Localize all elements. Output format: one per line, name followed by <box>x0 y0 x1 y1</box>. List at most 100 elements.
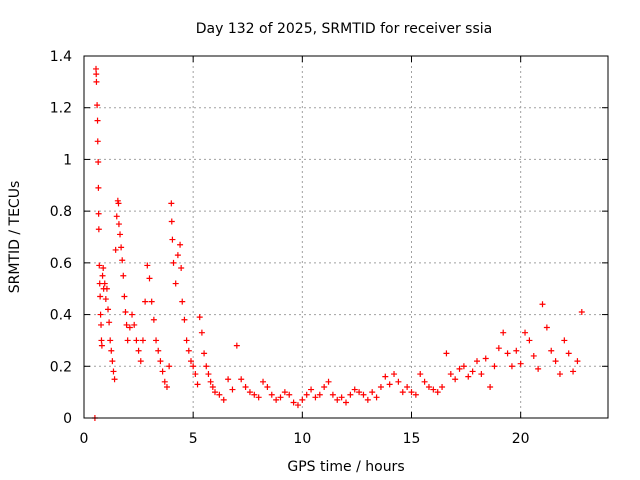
data-point <box>539 301 546 308</box>
chart-title: Day 132 of 2025, SRMTID for receiver ssi… <box>196 21 492 37</box>
data-point <box>103 285 110 292</box>
data-point <box>343 399 349 406</box>
data-point <box>118 244 125 251</box>
data-point <box>183 337 190 344</box>
data-point <box>198 329 205 336</box>
data-point <box>105 306 112 313</box>
data-point <box>98 337 105 344</box>
data-point <box>139 337 146 344</box>
data-point <box>157 358 164 365</box>
data-point <box>225 376 232 383</box>
data-point <box>246 389 253 396</box>
data-point <box>133 337 140 344</box>
data-point <box>482 355 489 362</box>
data-point <box>121 293 128 300</box>
data-point <box>172 280 179 287</box>
data-point <box>404 383 411 390</box>
x-tick-label: 5 <box>189 431 198 447</box>
data-point <box>94 102 101 109</box>
grid <box>84 56 608 418</box>
data-point <box>556 371 563 378</box>
data-point <box>308 386 315 393</box>
data-point <box>95 184 102 191</box>
data-point <box>190 363 197 370</box>
data-point <box>369 389 376 396</box>
data-point <box>212 389 218 396</box>
data-point <box>495 345 502 352</box>
data-point <box>316 391 323 398</box>
data-point <box>395 378 402 385</box>
data-point <box>434 389 441 396</box>
data-point <box>131 321 138 328</box>
data-point <box>146 275 153 282</box>
data-point <box>469 368 476 375</box>
data-point <box>122 308 129 315</box>
data-point <box>491 363 498 370</box>
data-point <box>155 347 162 354</box>
data-point <box>93 71 100 78</box>
data-point <box>277 394 284 401</box>
data-point <box>170 259 177 266</box>
data-point <box>303 391 310 398</box>
data-point <box>391 371 398 378</box>
y-tick-label: 0.6 <box>50 256 72 272</box>
data-point <box>192 371 199 378</box>
data-point <box>377 383 384 390</box>
data-point <box>101 280 108 287</box>
data-point <box>412 391 419 398</box>
data-point <box>312 394 319 401</box>
y-tick-label: 0.2 <box>50 359 72 375</box>
data-point <box>552 358 559 365</box>
data-point <box>161 378 168 385</box>
data-point <box>504 350 511 357</box>
data-point <box>108 347 115 354</box>
data-point <box>386 381 393 388</box>
data-point <box>439 383 446 390</box>
data-point <box>209 383 216 390</box>
data-point <box>548 347 555 354</box>
data-point <box>347 391 354 398</box>
data-point <box>425 383 432 390</box>
data-point <box>196 314 203 321</box>
data-point <box>135 347 142 354</box>
data-point <box>338 394 345 401</box>
data-point <box>220 396 227 403</box>
data-point <box>517 360 524 367</box>
data-point <box>474 358 480 365</box>
data-point <box>106 319 113 326</box>
data-point <box>115 221 122 228</box>
data-point <box>325 378 332 385</box>
y-tick-label: 1.4 <box>50 49 72 65</box>
data-point <box>408 389 415 396</box>
data-point <box>144 262 151 269</box>
data-point <box>530 352 537 359</box>
data-point <box>229 386 236 393</box>
data-point <box>238 376 245 383</box>
data-point <box>123 321 130 328</box>
data-point <box>187 358 194 365</box>
y-tick-label: 0 <box>63 411 72 427</box>
data-point <box>329 391 336 398</box>
data-point <box>281 389 288 396</box>
data-point <box>119 257 126 264</box>
x-tick-label: 15 <box>403 431 421 447</box>
data-point <box>294 402 301 409</box>
data-point <box>578 308 585 315</box>
data-point <box>255 394 262 401</box>
data-point <box>109 358 116 365</box>
data-point <box>93 65 100 72</box>
data-point <box>570 368 577 375</box>
data-point <box>177 241 184 248</box>
data-point <box>452 376 459 383</box>
data-point <box>242 383 249 390</box>
y-tick-labels: 0 0.2 0.4 0.6 0.8 1 1.2 1.4 <box>50 49 72 427</box>
data-point <box>465 373 472 380</box>
x-tick-labels: 0 5 10 15 20 <box>80 431 530 447</box>
data-point <box>561 337 568 344</box>
data-point <box>382 373 389 380</box>
data-point <box>129 311 136 318</box>
data-point <box>97 311 104 318</box>
data-point <box>102 296 109 303</box>
data-point <box>137 358 144 365</box>
